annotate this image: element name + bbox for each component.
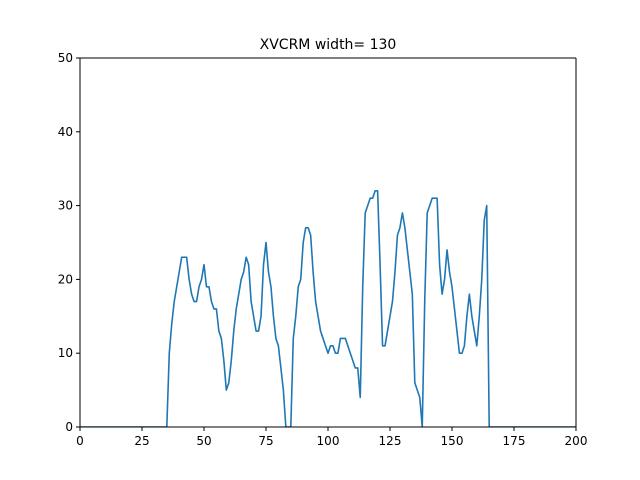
x-tick-label: 175 <box>503 434 526 448</box>
x-tick-label: 125 <box>379 434 402 448</box>
y-axis-ticks: 0 10 20 30 40 50 <box>58 51 80 434</box>
axes-frame <box>79 57 577 428</box>
y-tick-label: 0 <box>65 420 73 434</box>
series-layer <box>80 190 576 427</box>
chart-title: XVCRM width= 130 <box>260 37 397 53</box>
y-tick-label: 40 <box>58 125 73 139</box>
plot-area <box>80 190 576 427</box>
x-tick-label: 0 <box>76 434 84 448</box>
x-tick-label: 150 <box>441 434 464 448</box>
y-tick-label: 30 <box>58 199 73 213</box>
y-tick-label: 10 <box>58 346 73 360</box>
x-tick-label: 200 <box>565 434 588 448</box>
x-tick-label: 100 <box>317 434 340 448</box>
y-tick-label: 20 <box>58 272 73 286</box>
x-tick-label: 75 <box>258 434 273 448</box>
x-axis-ticks: 0 25 50 75 100 125 150 175 200 <box>76 427 587 448</box>
y-tick-label: 50 <box>58 51 73 65</box>
series-line-1 <box>80 190 576 427</box>
x-tick-label: 25 <box>134 434 149 448</box>
x-tick-label: 50 <box>196 434 211 448</box>
